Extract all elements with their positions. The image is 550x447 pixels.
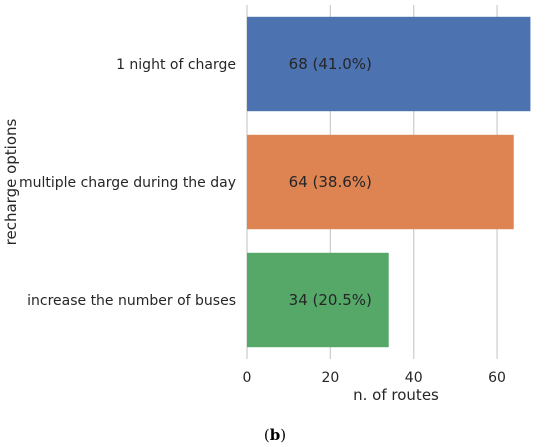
category-label: 1 night of charge — [116, 57, 236, 73]
category-labels: 1 night of charge multiple charge during … — [19, 57, 236, 309]
x-axis-title: n. of routes — [353, 386, 439, 404]
category-label: multiple charge during the day — [19, 175, 236, 191]
x-tick-label: 20 — [321, 370, 339, 386]
bar — [247, 16, 531, 112]
x-tick-label: 40 — [405, 370, 423, 386]
bar-data-label: 34 (20.5%) — [289, 291, 372, 309]
bar-data-label: 68 (41.0%) — [289, 55, 372, 73]
caption-open: ( — [264, 426, 270, 444]
x-tick-label: 0 — [243, 370, 252, 386]
bar — [247, 134, 514, 230]
data-labels: 68 (41.0%) 64 (38.6%) 34 (20.5%) — [289, 55, 372, 309]
bars — [247, 16, 531, 348]
y-axis-title: recharge options — [2, 118, 20, 245]
figure-caption: (b) — [264, 426, 286, 444]
bar-data-label: 64 (38.6%) — [289, 173, 372, 191]
x-tick-label: 60 — [488, 370, 506, 386]
x-tick-labels: 0 20 40 60 — [243, 370, 506, 386]
caption-letter: b — [270, 426, 281, 444]
category-label: increase the number of buses — [27, 293, 236, 309]
caption-close: ) — [280, 426, 286, 444]
bar — [247, 252, 389, 348]
